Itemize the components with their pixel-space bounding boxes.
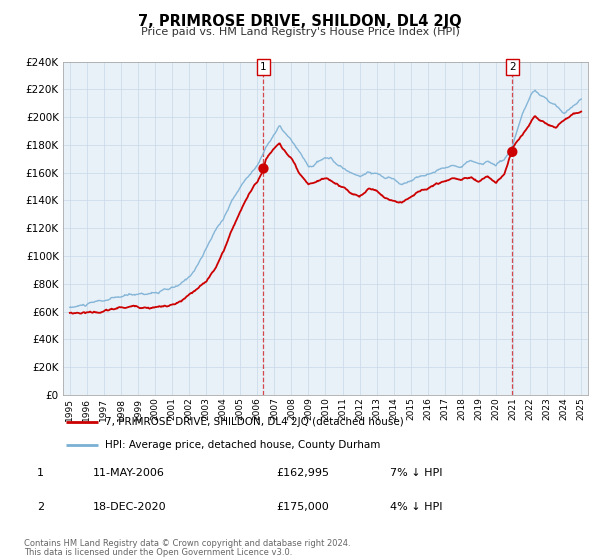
Point	[259, 164, 268, 173]
Text: 4% ↓ HPI: 4% ↓ HPI	[390, 502, 443, 512]
Point	[508, 147, 517, 156]
Text: 7, PRIMROSE DRIVE, SHILDON, DL4 2JQ: 7, PRIMROSE DRIVE, SHILDON, DL4 2JQ	[138, 14, 462, 29]
Text: £175,000: £175,000	[276, 502, 329, 512]
Text: This data is licensed under the Open Government Licence v3.0.: This data is licensed under the Open Gov…	[24, 548, 292, 557]
Text: 2: 2	[509, 62, 515, 72]
Text: 7% ↓ HPI: 7% ↓ HPI	[390, 468, 443, 478]
Text: HPI: Average price, detached house, County Durham: HPI: Average price, detached house, Coun…	[105, 440, 380, 450]
Text: 1: 1	[37, 468, 44, 478]
Text: 1: 1	[260, 62, 267, 72]
Text: Contains HM Land Registry data © Crown copyright and database right 2024.: Contains HM Land Registry data © Crown c…	[24, 539, 350, 548]
Text: 18-DEC-2020: 18-DEC-2020	[93, 502, 167, 512]
Text: 2: 2	[37, 502, 44, 512]
Text: 11-MAY-2006: 11-MAY-2006	[93, 468, 165, 478]
Text: 7, PRIMROSE DRIVE, SHILDON, DL4 2JQ (detached house): 7, PRIMROSE DRIVE, SHILDON, DL4 2JQ (det…	[105, 417, 404, 427]
Text: £162,995: £162,995	[276, 468, 329, 478]
Text: Price paid vs. HM Land Registry's House Price Index (HPI): Price paid vs. HM Land Registry's House …	[140, 27, 460, 37]
